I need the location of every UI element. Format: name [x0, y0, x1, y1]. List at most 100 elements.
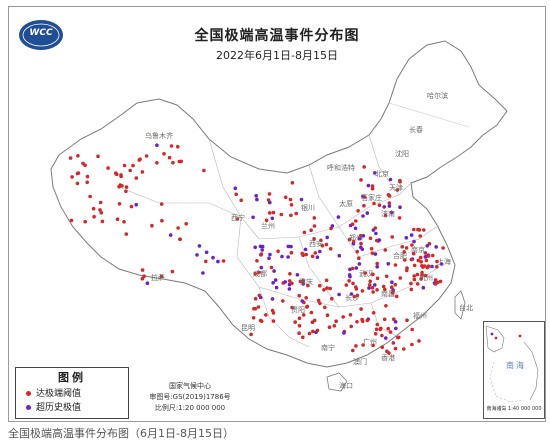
station-dot [330, 296, 334, 301]
station-dot [360, 317, 364, 322]
station-dot [251, 215, 255, 220]
station-dot [404, 246, 409, 250]
station-dot [433, 278, 438, 282]
legend-box: 图例 达极端阈值 超历史极值 [15, 367, 129, 419]
station-dot [251, 316, 256, 320]
inset-caption: 南海诸岛 1:40 000 000 [486, 406, 542, 412]
station-dot [68, 156, 73, 160]
station-dot [359, 178, 363, 182]
station-dot [301, 313, 306, 317]
station-dot [389, 285, 394, 290]
station-dot [271, 319, 276, 323]
station-dot [264, 218, 269, 223]
station-dot [171, 160, 175, 165]
station-dot [358, 233, 363, 238]
station-dot [195, 253, 199, 257]
station-dot [83, 219, 87, 224]
station-dot [398, 276, 403, 280]
china-outline [50, 40, 508, 368]
station-dot [412, 263, 417, 268]
station-dot [365, 211, 370, 215]
station-dot [328, 247, 333, 251]
station-dot [372, 201, 376, 206]
city-label: 乌鲁木齐 [145, 132, 173, 140]
station-dot [353, 226, 358, 231]
station-dot [118, 183, 123, 187]
station-dot [392, 317, 396, 322]
station-dot [202, 168, 206, 173]
station-dot [289, 244, 293, 249]
station-dot [393, 346, 398, 351]
station-dot [286, 244, 291, 249]
station-dot [323, 305, 327, 310]
station-dot [297, 293, 302, 298]
station-dot [271, 281, 275, 285]
station-dot [424, 258, 429, 263]
station-dot [417, 339, 421, 343]
city-label: 南京 [411, 246, 425, 254]
station-dot [287, 287, 292, 291]
station-dot [390, 280, 394, 285]
station-dot [355, 293, 360, 298]
station-dot [347, 273, 352, 277]
station-dot [290, 305, 294, 310]
station-dot [324, 278, 329, 283]
station-dot [99, 211, 104, 215]
station-dot [140, 268, 145, 272]
station-dot [144, 154, 149, 158]
station-dot [362, 203, 366, 208]
hainan-island [326, 372, 348, 392]
station-dot [257, 270, 261, 275]
station-dot [402, 250, 407, 254]
station-dot [178, 237, 182, 242]
city-label: 上海 [437, 258, 451, 266]
station-dot [422, 228, 426, 232]
station-dot [409, 233, 414, 237]
station-dot [301, 335, 305, 340]
station-dot [235, 217, 240, 221]
station-dot [390, 235, 395, 239]
station-dot [316, 298, 321, 303]
station-dot [354, 219, 358, 223]
legend-title: 图例 [58, 371, 86, 384]
station-dot [310, 254, 315, 259]
station-dot [295, 273, 300, 277]
station-dot [423, 273, 428, 278]
city-label: 石家庄 [361, 194, 382, 202]
station-dot [288, 272, 292, 276]
station-dot [375, 261, 380, 266]
station-dot [309, 228, 313, 232]
station-dot [287, 279, 292, 283]
station-dot [337, 253, 342, 258]
station-dot [297, 324, 302, 328]
station-dot [356, 209, 360, 213]
station-dot [134, 202, 138, 207]
station-dot [430, 264, 434, 269]
station-dot [140, 170, 145, 174]
station-dot [386, 326, 391, 331]
station-dot [298, 279, 303, 284]
station-dot [405, 318, 409, 323]
station-dot [387, 201, 392, 205]
station-dot [337, 292, 341, 297]
station-dot [274, 285, 279, 290]
station-dot [290, 181, 295, 185]
station-dot [124, 189, 128, 194]
station-dot [289, 203, 294, 207]
station-dot [119, 173, 123, 177]
station-dot [312, 216, 317, 220]
station-dot [350, 222, 355, 226]
station-dot [438, 279, 443, 284]
station-dot [393, 282, 398, 287]
station-dot [297, 316, 302, 321]
city-label: 长春 [409, 126, 423, 134]
station-dot [124, 232, 129, 236]
station-dot [98, 208, 102, 212]
station-dot [371, 311, 376, 315]
station-dot [271, 210, 276, 215]
station-dot [380, 333, 384, 338]
station-dot [91, 206, 96, 211]
station-dot [388, 177, 393, 182]
station-dot [312, 237, 316, 241]
station-dot [301, 282, 306, 286]
